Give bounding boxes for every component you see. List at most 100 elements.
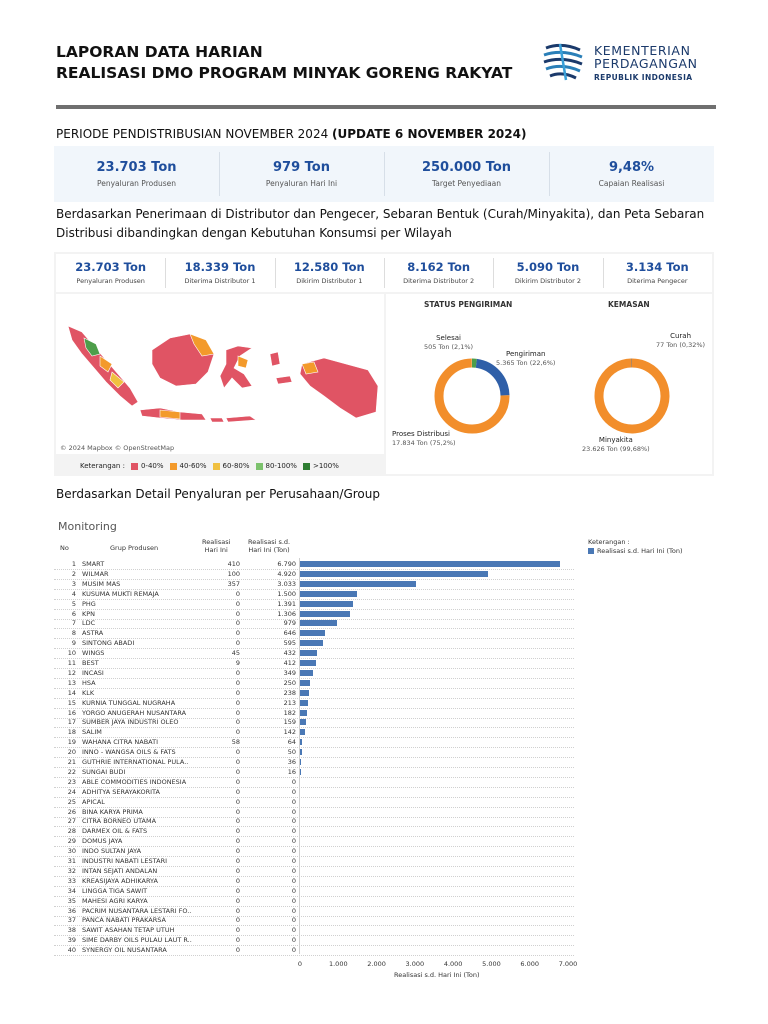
row-number: 8	[71, 629, 76, 638]
total-value: 1.306	[277, 609, 296, 618]
kpi-card: 250.000 Ton Target Penyediaan	[384, 146, 549, 202]
bar	[300, 759, 302, 765]
bar	[300, 699, 309, 706]
indonesia-map[interactable]: © 2024 Mapbox © OpenStreetMap	[56, 294, 384, 454]
bar	[300, 669, 314, 676]
status-title: STATUS PENGIRIMAN	[424, 300, 513, 309]
today-value: 0	[235, 876, 240, 885]
today-value: 0	[235, 619, 240, 628]
row-divider	[54, 578, 574, 580]
producer-name: PHG	[82, 599, 96, 608]
row-number: 9	[71, 639, 76, 648]
map-legend: Keterangan : 0-40% 40-60% 60-80% 80-100%…	[80, 462, 339, 470]
producer-name: ABLE COMMODITIES INDONESIA	[82, 777, 187, 786]
donut-slice-pengiriman[interactable]	[475, 358, 510, 396]
x-tick-label: 3.000	[405, 960, 425, 968]
kpi-value: 18.339 Ton	[184, 260, 256, 274]
bar	[300, 580, 417, 587]
report-title-line2: REALISASI DMO PROGRAM MINYAK GORENG RAKY…	[56, 64, 513, 82]
table-row: 34 LINGGA TIGA SAWIT 0 0	[54, 887, 574, 897]
row-number: 35	[67, 896, 76, 905]
row-divider	[54, 806, 574, 808]
row-number: 21	[67, 758, 76, 766]
row-number: 36	[67, 906, 76, 915]
row-divider	[54, 866, 574, 867]
legend-label: 0-40%	[140, 462, 164, 470]
producer-name: INTAN SEJATI ANDALAN	[82, 866, 158, 875]
segment-value: 17.834 Ton (75,2%)	[392, 439, 456, 447]
row-divider	[54, 747, 574, 749]
total-value: 646	[283, 629, 296, 638]
total-value: 0	[291, 916, 296, 925]
kpi-card: 23.703 Ton Penyaluran Produsen	[56, 254, 165, 292]
total-value: 0	[291, 797, 296, 806]
donut-slice-proses-distribusi[interactable]	[434, 358, 510, 434]
total-value: 0	[291, 886, 296, 895]
row-divider	[54, 648, 574, 650]
legend-swatch	[130, 462, 138, 470]
segment-name: Minyakita	[598, 436, 633, 444]
total-value: 1.500	[277, 589, 296, 598]
row-divider	[54, 776, 574, 778]
table-row: 18 SALIM 0 142	[54, 728, 574, 739]
kpi-value: 979 Ton	[273, 160, 330, 175]
row-number: 12	[67, 668, 76, 677]
status-donut[interactable]	[432, 356, 512, 436]
status-label-proses: Proses Distribusi 17.834 Ton (75,2%)	[392, 430, 456, 448]
table-row: 31 INDUSTRI NABATI LESTARI 0 0	[54, 857, 574, 867]
kpi-value: 250.000 Ton	[421, 160, 512, 175]
table-row: 12 INCASI 0 349	[54, 669, 574, 679]
company-description: Berdasarkan Detail Penyaluran per Perusa…	[56, 487, 380, 501]
bar	[300, 600, 354, 607]
total-value: 0	[291, 837, 296, 846]
bar	[300, 749, 302, 756]
kemasan-title: KEMASAN	[608, 300, 650, 309]
table-row: 35 MAHESI AGRI KARYA 0 0	[54, 897, 574, 907]
table-row: 4 KUSUMA MUKTI REMAJA 0 1.500	[54, 590, 574, 600]
row-number: 15	[67, 698, 76, 707]
logo-text-line1: KEMENTERIAN	[594, 43, 691, 58]
donut-slice-minyakita[interactable]	[594, 358, 670, 434]
today-value: 0	[235, 817, 240, 826]
bar	[300, 709, 307, 716]
row-divider	[54, 885, 574, 887]
total-value: 0	[291, 847, 296, 856]
donut-charts: STATUS PENGIRIMAN KEMASAN Selesai 505 Ton…	[386, 294, 712, 474]
producer-name: SUNGAI BUDI	[82, 767, 126, 776]
map-legend-item: 80-100%	[255, 462, 297, 470]
today-value: 0	[235, 589, 240, 598]
kpi-value: 3.134 Ton	[625, 260, 689, 274]
table-row: 6 KPN 0 1.306	[54, 610, 574, 620]
today-value: 0	[235, 767, 240, 776]
kemasan-donut[interactable]	[592, 356, 672, 436]
producer-name: KLK	[82, 688, 95, 697]
table-row: 10 WINGS 45 432	[54, 649, 574, 660]
producer-name: KREASIJAYA ADHIKARYA	[82, 876, 158, 885]
row-divider	[54, 618, 574, 620]
row-number: 11	[67, 659, 76, 667]
bar	[300, 739, 303, 746]
table-row: 23 ABLE COMMODITIES INDONESIA 0 0	[54, 778, 574, 788]
bar	[300, 650, 317, 657]
today-value: 0	[235, 847, 240, 856]
table-row: 1 SMART 410 6.790	[54, 560, 574, 570]
producer-name: ASTRA	[82, 629, 104, 638]
monitoring-legend: Keterangan : Realisasi s.d. Hari Ini (To…	[588, 538, 683, 556]
kpi-label: Penyaluran Produsen	[97, 179, 176, 188]
kpi-value: 23.703 Ton	[96, 160, 177, 175]
producer-name: SAWIT ASAHAN TETAP UTUH	[82, 926, 175, 935]
row-number: 26	[67, 807, 76, 816]
today-value: 0	[235, 857, 240, 865]
row-divider	[54, 935, 574, 937]
total-value: 50	[287, 748, 296, 757]
today-value: 0	[235, 599, 240, 608]
row-number: 28	[67, 827, 76, 836]
header-divider	[56, 105, 716, 109]
period-line: PERIODE PENDISTRIBUSIAN NOVEMBER 2024 (U…	[56, 127, 526, 141]
kpi-value: 12.580 Ton	[293, 260, 365, 274]
bar	[300, 679, 310, 686]
today-value: 0	[235, 946, 240, 955]
row-number: 37	[67, 916, 76, 925]
logo-text-line2: PERDAGANGAN	[594, 56, 698, 71]
segment-value: 5.365 Ton (22,6%)	[496, 359, 556, 367]
